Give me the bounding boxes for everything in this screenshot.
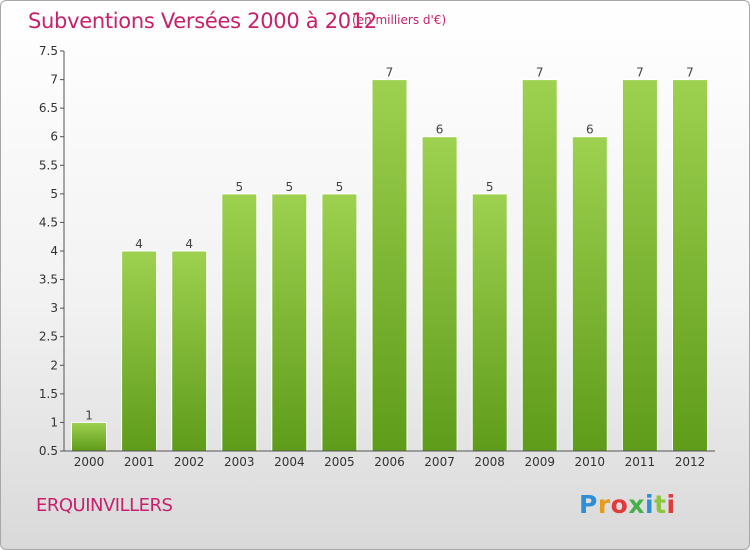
unit-note: (en milliers d'€) xyxy=(352,13,447,27)
data-label-2002: 4 xyxy=(185,237,193,251)
data-label-2004: 5 xyxy=(286,180,294,194)
y-tick-label: 1.5 xyxy=(39,387,58,401)
data-label-2006: 7 xyxy=(386,66,394,80)
chart-title: Subventions Versées 2000 à 2012 xyxy=(28,9,377,33)
x-tick-label-2003: 2003 xyxy=(224,455,255,469)
data-label-2005: 5 xyxy=(336,180,344,194)
x-tick-label-2006: 2006 xyxy=(374,455,405,469)
bar-2005 xyxy=(321,193,358,452)
y-tick-label: 4.5 xyxy=(39,215,58,229)
x-tick-label-2004: 2004 xyxy=(274,455,305,469)
proxiti-logo[interactable]: Proxiti xyxy=(579,490,676,519)
y-tick-label: 2.5 xyxy=(39,330,58,344)
y-tick-label: 3.5 xyxy=(39,273,58,287)
y-tick-label: 2 xyxy=(50,358,58,372)
x-tick-label-2001: 2001 xyxy=(124,455,155,469)
bar-2004 xyxy=(271,193,308,452)
y-tick-label: 1 xyxy=(50,415,58,429)
x-tick-label-2007: 2007 xyxy=(424,455,455,469)
x-tick-label-2000: 2000 xyxy=(74,455,105,469)
y-tick-label: 5.5 xyxy=(39,158,58,172)
bar-2003 xyxy=(221,193,258,452)
x-tick-label-2008: 2008 xyxy=(474,455,505,469)
commune-name: ERQUINVILLERS xyxy=(36,495,173,516)
bar-2000 xyxy=(71,421,107,452)
data-label-2011: 7 xyxy=(636,66,644,80)
bar-2001 xyxy=(121,250,158,452)
data-label-2000: 1 xyxy=(85,408,93,422)
data-label-2008: 5 xyxy=(486,180,494,194)
x-tick-label-2009: 2009 xyxy=(524,455,555,469)
x-tick-label-2005: 2005 xyxy=(324,455,355,469)
y-tick-label: 5 xyxy=(50,187,58,201)
data-label-2007: 6 xyxy=(436,123,444,137)
y-tick-label: 4 xyxy=(50,244,58,258)
x-tick-label-2002: 2002 xyxy=(174,455,205,469)
data-label-2010: 6 xyxy=(586,123,594,137)
y-tick-label: 0.5 xyxy=(39,444,58,458)
bar-2012 xyxy=(672,79,708,452)
x-tick-label-2012: 2012 xyxy=(675,455,706,469)
data-label-2009: 7 xyxy=(536,66,544,80)
data-label-2001: 4 xyxy=(135,237,143,251)
bar-2011 xyxy=(621,79,658,452)
y-tick-label: 7 xyxy=(50,73,58,87)
bar-2007 xyxy=(421,136,458,452)
bar-2009 xyxy=(521,79,558,452)
x-tick-label-2011: 2011 xyxy=(625,455,656,469)
data-label-2003: 5 xyxy=(235,180,243,194)
bar-2002 xyxy=(171,250,208,452)
y-tick-label: 6.5 xyxy=(39,101,58,115)
y-tick-label: 7.5 xyxy=(39,44,58,58)
x-tick-label-2010: 2010 xyxy=(575,455,606,469)
bar-2008 xyxy=(471,193,508,452)
data-label-2012: 7 xyxy=(686,66,694,80)
y-tick-label: 3 xyxy=(50,301,58,315)
bar-2006 xyxy=(371,79,408,452)
y-tick-label: 6 xyxy=(50,130,58,144)
bar-2010 xyxy=(571,136,608,452)
